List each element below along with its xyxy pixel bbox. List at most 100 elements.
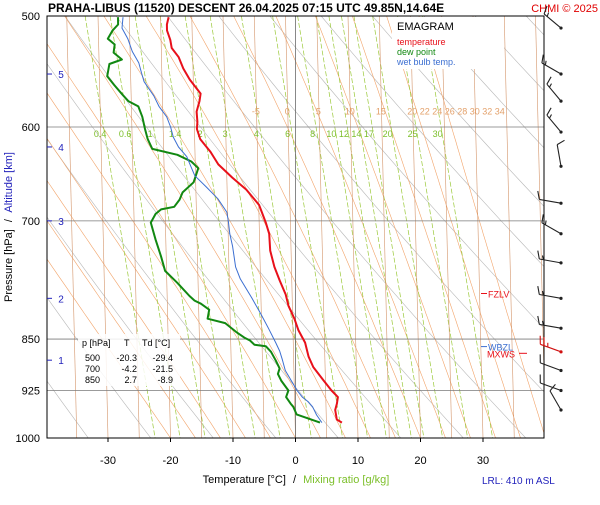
legend-temperature: temperature bbox=[397, 37, 446, 47]
mixing-ratio-label: 14 bbox=[351, 129, 361, 139]
wind-barb-shaft bbox=[557, 145, 561, 167]
wind-barb-feather bbox=[557, 140, 564, 144]
wind-barb-shaft bbox=[542, 63, 561, 74]
wind-barb bbox=[542, 55, 563, 76]
wind-barb bbox=[547, 108, 563, 134]
isotherm-label: 28 bbox=[457, 107, 467, 117]
table-cell: -21.5 bbox=[152, 364, 173, 374]
isotherm-line bbox=[567, 16, 577, 438]
copyright-label: CHMI © 2025 bbox=[531, 3, 598, 15]
table-header-t: T bbox=[124, 338, 130, 348]
table-cell: 500 bbox=[85, 353, 100, 363]
values-table: p [hPa] T Td [°C] 500 -20.3 -29.4 700 -4… bbox=[78, 334, 180, 386]
altitude-tick-label: 2 bbox=[58, 294, 64, 305]
table-cell: -29.4 bbox=[152, 353, 173, 363]
chart-title: PRAHA-LIBUS (11520) DESCENT 26.04.2025 0… bbox=[48, 1, 444, 15]
wind-barb-shaft bbox=[547, 84, 561, 101]
altitude-tick-label: 4 bbox=[58, 143, 64, 154]
mixing-ratio-label: 8 bbox=[310, 129, 315, 139]
isotherm-label: 30 bbox=[470, 107, 480, 117]
y-axis-label: Pressure [hPa] / Altitude [km] bbox=[3, 152, 15, 302]
y-axis-label-altitude: Altitude [km] bbox=[3, 152, 15, 213]
x-axis-label-temperature: Temperature [°C] bbox=[203, 474, 286, 486]
mixing-ratio-label: 20 bbox=[383, 129, 393, 139]
wind-barb bbox=[547, 77, 563, 103]
temperature-tick-label: 10 bbox=[352, 455, 364, 467]
altitude-tick-label: 1 bbox=[58, 356, 64, 367]
isotherm-label: 26 bbox=[445, 107, 455, 117]
altitude-tick-label: 5 bbox=[58, 70, 64, 81]
isotherm-label: -5 bbox=[252, 107, 260, 117]
wind-barb-half-feather bbox=[549, 115, 551, 119]
table-cell: -20.3 bbox=[116, 353, 137, 363]
mixing-ratio-label: 12 bbox=[339, 129, 349, 139]
isotherm-label: 34 bbox=[495, 107, 505, 117]
pressure-tick-label: 1000 bbox=[16, 433, 40, 445]
table-cell: 700 bbox=[85, 364, 100, 374]
pressure-tick-label: 925 bbox=[22, 386, 40, 398]
temperature-tick-label: 0 bbox=[292, 455, 298, 467]
isotherm-label: 0 bbox=[285, 107, 290, 117]
mixing-ratio-label: 10 bbox=[326, 129, 336, 139]
x-axis-label-mixing: Mixing ratio [g/kg] bbox=[303, 474, 389, 486]
wind-barb bbox=[542, 214, 563, 235]
wind-barb-shaft bbox=[542, 223, 561, 234]
table-cell: -8.9 bbox=[157, 375, 173, 385]
isotherm-label: 20 bbox=[407, 107, 417, 117]
temperature-tick-label: 20 bbox=[414, 455, 426, 467]
isotherm-label: 32 bbox=[482, 107, 492, 117]
mixing-ratio-label: 3 bbox=[223, 129, 228, 139]
temperature-tick-label: 30 bbox=[477, 455, 489, 467]
y-axis-label-pressure: Pressure [hPa] bbox=[3, 229, 15, 302]
legend: EMAGRAM temperature dew point wet bulb t… bbox=[392, 17, 504, 69]
mixing-ratio-label: 1.4 bbox=[169, 129, 182, 139]
legend-title: EMAGRAM bbox=[397, 21, 454, 33]
wind-barb-half-feather bbox=[545, 61, 546, 65]
wind-barb-half-feather bbox=[549, 84, 551, 88]
lrl-label: LRL: 410 m ASL bbox=[482, 476, 555, 487]
wbzl-marker-label: WBZL bbox=[488, 343, 513, 353]
mixing-ratio-label: 30 bbox=[433, 129, 443, 139]
mixing-ratio-label: 17 bbox=[364, 129, 374, 139]
isotherm-label: 15 bbox=[376, 107, 386, 117]
mixing-ratio-label: 1 bbox=[148, 129, 153, 139]
table-header-p: p [hPa] bbox=[82, 338, 111, 348]
legend-dew-point: dew point bbox=[397, 47, 436, 57]
isotherm-label: 10 bbox=[345, 107, 355, 117]
y-axis-label-sep: / bbox=[3, 218, 15, 222]
mixing-ratio-label: 0.6 bbox=[119, 129, 132, 139]
temperature-tick-label: -10 bbox=[225, 455, 241, 467]
wind-barb-feather bbox=[547, 108, 551, 115]
x-axis-label: Temperature [°C] / Mixing ratio [g/kg] bbox=[203, 474, 390, 486]
wind-barb-shaft bbox=[550, 391, 561, 410]
pressure-tick-label: 600 bbox=[22, 122, 40, 134]
wind-barb-shaft bbox=[547, 115, 561, 132]
wind-barb-shaft bbox=[544, 14, 561, 28]
mixing-ratio-label: 25 bbox=[408, 129, 418, 139]
table-cell: 850 bbox=[85, 375, 100, 385]
mixing-ratio-label: 0.4 bbox=[94, 129, 107, 139]
table-cell: 2.7 bbox=[124, 375, 137, 385]
pressure-tick-label: 700 bbox=[22, 216, 40, 228]
isotherm-label: 24 bbox=[432, 107, 442, 117]
pressure-tick-label: 500 bbox=[22, 11, 40, 23]
wind-barb-half-feather bbox=[545, 221, 546, 225]
fzlv-marker-label: FZLV bbox=[488, 289, 509, 299]
isotherm-label: 5 bbox=[316, 107, 321, 117]
x-axis-label-sep: / bbox=[293, 474, 297, 486]
temperature-tick-label: -20 bbox=[163, 455, 179, 467]
wind-barb-feather bbox=[550, 384, 555, 391]
table-cell: -4.2 bbox=[121, 364, 137, 374]
isotherm-label: 22 bbox=[420, 107, 430, 117]
mixing-ratio-label: 6 bbox=[285, 129, 290, 139]
temperature-tick-label: -30 bbox=[100, 455, 116, 467]
pressure-tick-label: 850 bbox=[22, 334, 40, 346]
legend-wet-bulb: wet bulb temp. bbox=[396, 57, 456, 67]
altitude-tick-label: 3 bbox=[58, 217, 64, 228]
dry-adiabat-line bbox=[554, 0, 600, 438]
wind-barb-feather bbox=[547, 77, 551, 84]
table-header-td: Td [°C] bbox=[142, 338, 170, 348]
mixing-ratio-label: 4 bbox=[254, 129, 259, 139]
